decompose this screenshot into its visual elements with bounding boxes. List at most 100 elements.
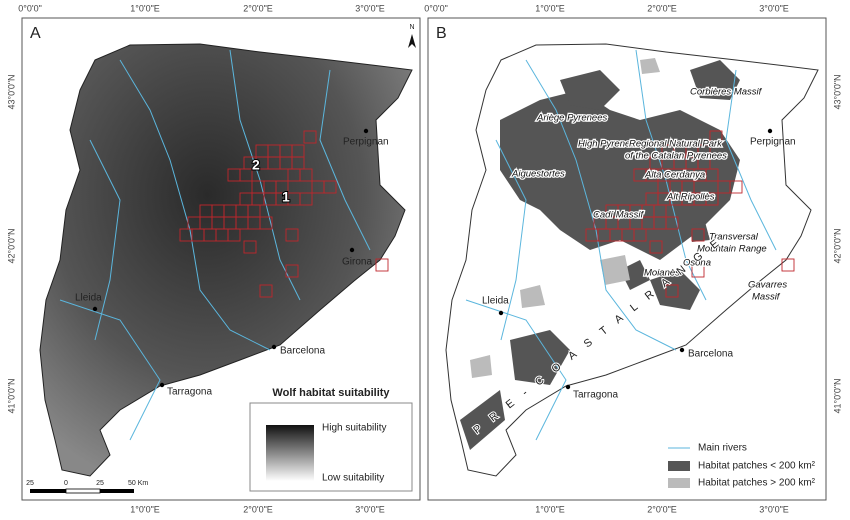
panel-label: B [436,25,447,42]
place: Barcelona [688,349,733,360]
place: Lleida [482,296,509,307]
city [159,382,165,388]
coordinate-label: 1°0'0"E [130,3,160,13]
survey-cell [705,168,719,182]
survey-cell [375,258,389,272]
scale-label: 25 [26,480,34,487]
city [498,310,504,316]
legend-label: Main rivers [698,443,747,454]
scale-bar [100,489,134,493]
area-number: 2 [252,157,260,173]
scale-label: 25 [96,480,104,487]
survey-cell [299,168,313,182]
legend-ramp [266,425,314,481]
legend-label: Low suitability [322,473,384,484]
region-label: Alta Cerdanya [644,170,705,181]
north-label: N [409,24,414,31]
place: Girona [342,257,372,268]
panel-label: A [30,25,41,42]
survey-cell [705,192,719,206]
coordinate-label: 3°0'0"E [355,504,385,514]
scale-label: 0 [64,480,68,487]
region-label: Regional Natural Park [629,139,723,150]
coordinate-label: 1°0'0"E [535,3,565,13]
survey-cell [243,240,257,254]
coordinate-label: 3°0'0"E [759,3,789,13]
survey-cell [243,156,257,170]
habitat-patches-large [470,58,660,378]
survey-cell [259,284,273,298]
region-label: Mountain Range [697,244,767,255]
scale-bar [30,489,66,493]
city [271,344,277,350]
rivers [465,49,777,441]
place: Lleida [75,293,102,304]
survey-cell [285,264,299,278]
place: Barcelona [280,346,325,357]
region-label: Ariège Pyrenees [536,113,607,124]
survey-cell [709,130,723,144]
place: Perpignan [750,137,796,148]
legend-swatch [668,461,690,471]
survey-cell [259,216,273,230]
place: Tarragona [573,390,618,401]
coordinate-label: 43°0'0"N [832,74,842,109]
survey-cell [729,180,743,194]
region-label: Alt Ripollès [666,192,715,203]
survey-cells [179,130,389,298]
city [565,384,571,390]
region-label: Transversal [709,232,759,243]
region-label: High Pyrenees [578,139,641,150]
coordinate-label: 41°0'0"N [832,378,842,413]
coordinate-label: 2°0'0"E [647,3,677,13]
scale-label: 50 Km [128,480,148,487]
coordinate-label: 42°0'0"N [6,228,16,263]
coordinate-label: 42°0'0"N [832,228,842,263]
coordinate-label: 3°0'0"E [759,504,789,514]
coordinate-label: 41°0'0"N [6,378,16,413]
survey-cell [649,156,663,170]
region-label: Massif [752,292,781,303]
survey-cells [585,130,795,298]
survey-cell [303,130,317,144]
place: Perpignan [343,137,389,148]
legend-label: Habitat patches > 200 km² [698,478,816,489]
coordinate-label: 3°0'0"E [355,3,385,13]
city [679,347,685,353]
survey-cell [665,216,679,230]
survey-cell [323,180,337,194]
region-label: Gavarres [748,280,787,291]
city [349,247,355,253]
panel-a: A N Perpignan Girona Lleida Barcelona Ta… [21,17,421,501]
coordinate-label: 43°0'0"N [6,74,16,109]
city [363,128,369,134]
region-label: Aiguestortes [511,169,565,180]
region-label: Corbières Massif [690,87,763,98]
coordinate-label: 0°0'0" [424,3,448,13]
city [92,306,98,312]
survey-cell [299,192,313,206]
region-label: Cadí Massif [593,210,645,221]
legend-title: Wolf habitat suitability [272,387,390,399]
region-label: of the Catalan Pyrenees [625,151,727,162]
legend-swatch [668,478,690,488]
survey-cell [691,264,705,278]
survey-cell [275,180,289,194]
area-number: 1 [282,189,290,205]
survey-cell [649,240,663,254]
rivers [59,49,371,441]
habitat-patches-small [460,60,740,450]
coordinate-label: 2°0'0"E [243,504,273,514]
coordinate-label: 2°0'0"E [647,504,677,514]
place: Tarragona [167,387,212,398]
legend-label: Habitat patches < 200 km² [698,461,816,472]
survey-cell [665,284,679,298]
panel-b: B Perpignan Lleida Barcelona Tarragona C… [427,17,827,501]
survey-cell [285,228,299,242]
survey-cell [681,180,695,194]
survey-cell [227,228,241,242]
survey-cell [633,228,647,242]
city [767,128,773,134]
legend-label: High suitability [322,423,386,434]
